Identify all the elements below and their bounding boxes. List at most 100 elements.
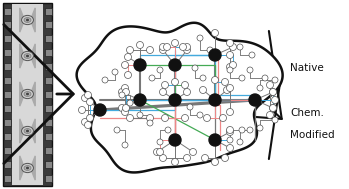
Circle shape	[269, 88, 276, 95]
Circle shape	[227, 108, 233, 115]
Polygon shape	[30, 44, 35, 68]
Circle shape	[247, 67, 253, 73]
Circle shape	[169, 94, 181, 106]
Bar	[3, 21, 10, 28]
Circle shape	[257, 125, 263, 131]
Circle shape	[227, 67, 233, 73]
Circle shape	[227, 145, 233, 152]
Polygon shape	[20, 8, 24, 32]
Ellipse shape	[26, 19, 29, 21]
Bar	[45, 161, 52, 168]
Circle shape	[137, 112, 143, 118]
Ellipse shape	[22, 15, 34, 25]
Polygon shape	[77, 23, 283, 172]
Circle shape	[156, 149, 163, 156]
Circle shape	[211, 29, 218, 36]
Ellipse shape	[22, 163, 34, 173]
Circle shape	[184, 46, 191, 53]
Ellipse shape	[26, 130, 29, 132]
Circle shape	[227, 84, 233, 91]
Circle shape	[122, 105, 129, 112]
Circle shape	[119, 105, 126, 112]
Circle shape	[184, 154, 191, 161]
Polygon shape	[20, 44, 24, 68]
Circle shape	[239, 75, 245, 81]
Bar	[3, 161, 10, 168]
Circle shape	[249, 52, 255, 58]
Circle shape	[209, 134, 221, 146]
Circle shape	[125, 71, 132, 78]
Polygon shape	[20, 119, 24, 143]
Bar	[45, 35, 52, 42]
Circle shape	[157, 139, 163, 145]
Circle shape	[200, 75, 206, 81]
Circle shape	[207, 47, 213, 53]
Circle shape	[197, 35, 203, 41]
Circle shape	[159, 46, 166, 53]
Polygon shape	[20, 156, 24, 180]
Circle shape	[114, 127, 120, 133]
Text: Modified: Modified	[290, 130, 335, 140]
Ellipse shape	[26, 167, 29, 169]
Bar	[3, 119, 10, 126]
Circle shape	[149, 75, 155, 81]
Circle shape	[134, 59, 146, 71]
Circle shape	[223, 87, 230, 94]
Circle shape	[184, 88, 191, 95]
Circle shape	[211, 77, 218, 84]
Circle shape	[157, 67, 163, 73]
Ellipse shape	[24, 92, 31, 96]
Circle shape	[230, 43, 237, 50]
Bar	[12, 4, 43, 185]
Circle shape	[119, 92, 125, 98]
Circle shape	[187, 104, 193, 110]
Circle shape	[179, 43, 186, 50]
Bar	[3, 35, 10, 42]
Circle shape	[79, 106, 86, 114]
Circle shape	[121, 61, 128, 68]
Circle shape	[227, 137, 233, 143]
Text: Chem.: Chem.	[290, 108, 324, 118]
Circle shape	[184, 43, 191, 50]
Bar	[45, 105, 52, 112]
Bar	[45, 77, 52, 84]
Ellipse shape	[24, 53, 31, 58]
Circle shape	[249, 94, 261, 106]
Bar	[45, 8, 52, 15]
Text: Native: Native	[290, 63, 324, 73]
Circle shape	[209, 49, 221, 61]
Ellipse shape	[22, 126, 34, 136]
Circle shape	[122, 142, 128, 148]
Circle shape	[147, 120, 153, 126]
Circle shape	[227, 126, 233, 133]
Circle shape	[147, 115, 154, 122]
Circle shape	[272, 97, 279, 104]
Bar	[3, 174, 10, 181]
Bar	[3, 91, 10, 98]
Circle shape	[267, 112, 274, 119]
Ellipse shape	[24, 129, 31, 133]
Bar	[45, 174, 52, 181]
Bar	[45, 49, 52, 56]
Circle shape	[162, 115, 169, 122]
Circle shape	[222, 78, 229, 85]
Circle shape	[163, 43, 171, 50]
Circle shape	[122, 88, 129, 95]
Circle shape	[126, 115, 134, 122]
Circle shape	[239, 127, 245, 133]
Circle shape	[237, 44, 243, 50]
Ellipse shape	[22, 51, 34, 61]
Bar	[3, 133, 10, 140]
Circle shape	[165, 127, 171, 133]
Bar	[45, 119, 52, 126]
Circle shape	[82, 94, 89, 101]
Bar	[3, 77, 10, 84]
Circle shape	[227, 129, 233, 136]
Circle shape	[230, 61, 237, 68]
Polygon shape	[30, 119, 35, 143]
Circle shape	[84, 122, 91, 129]
Bar	[45, 91, 52, 98]
Circle shape	[269, 105, 276, 112]
Circle shape	[209, 94, 221, 106]
Bar	[3, 147, 10, 154]
